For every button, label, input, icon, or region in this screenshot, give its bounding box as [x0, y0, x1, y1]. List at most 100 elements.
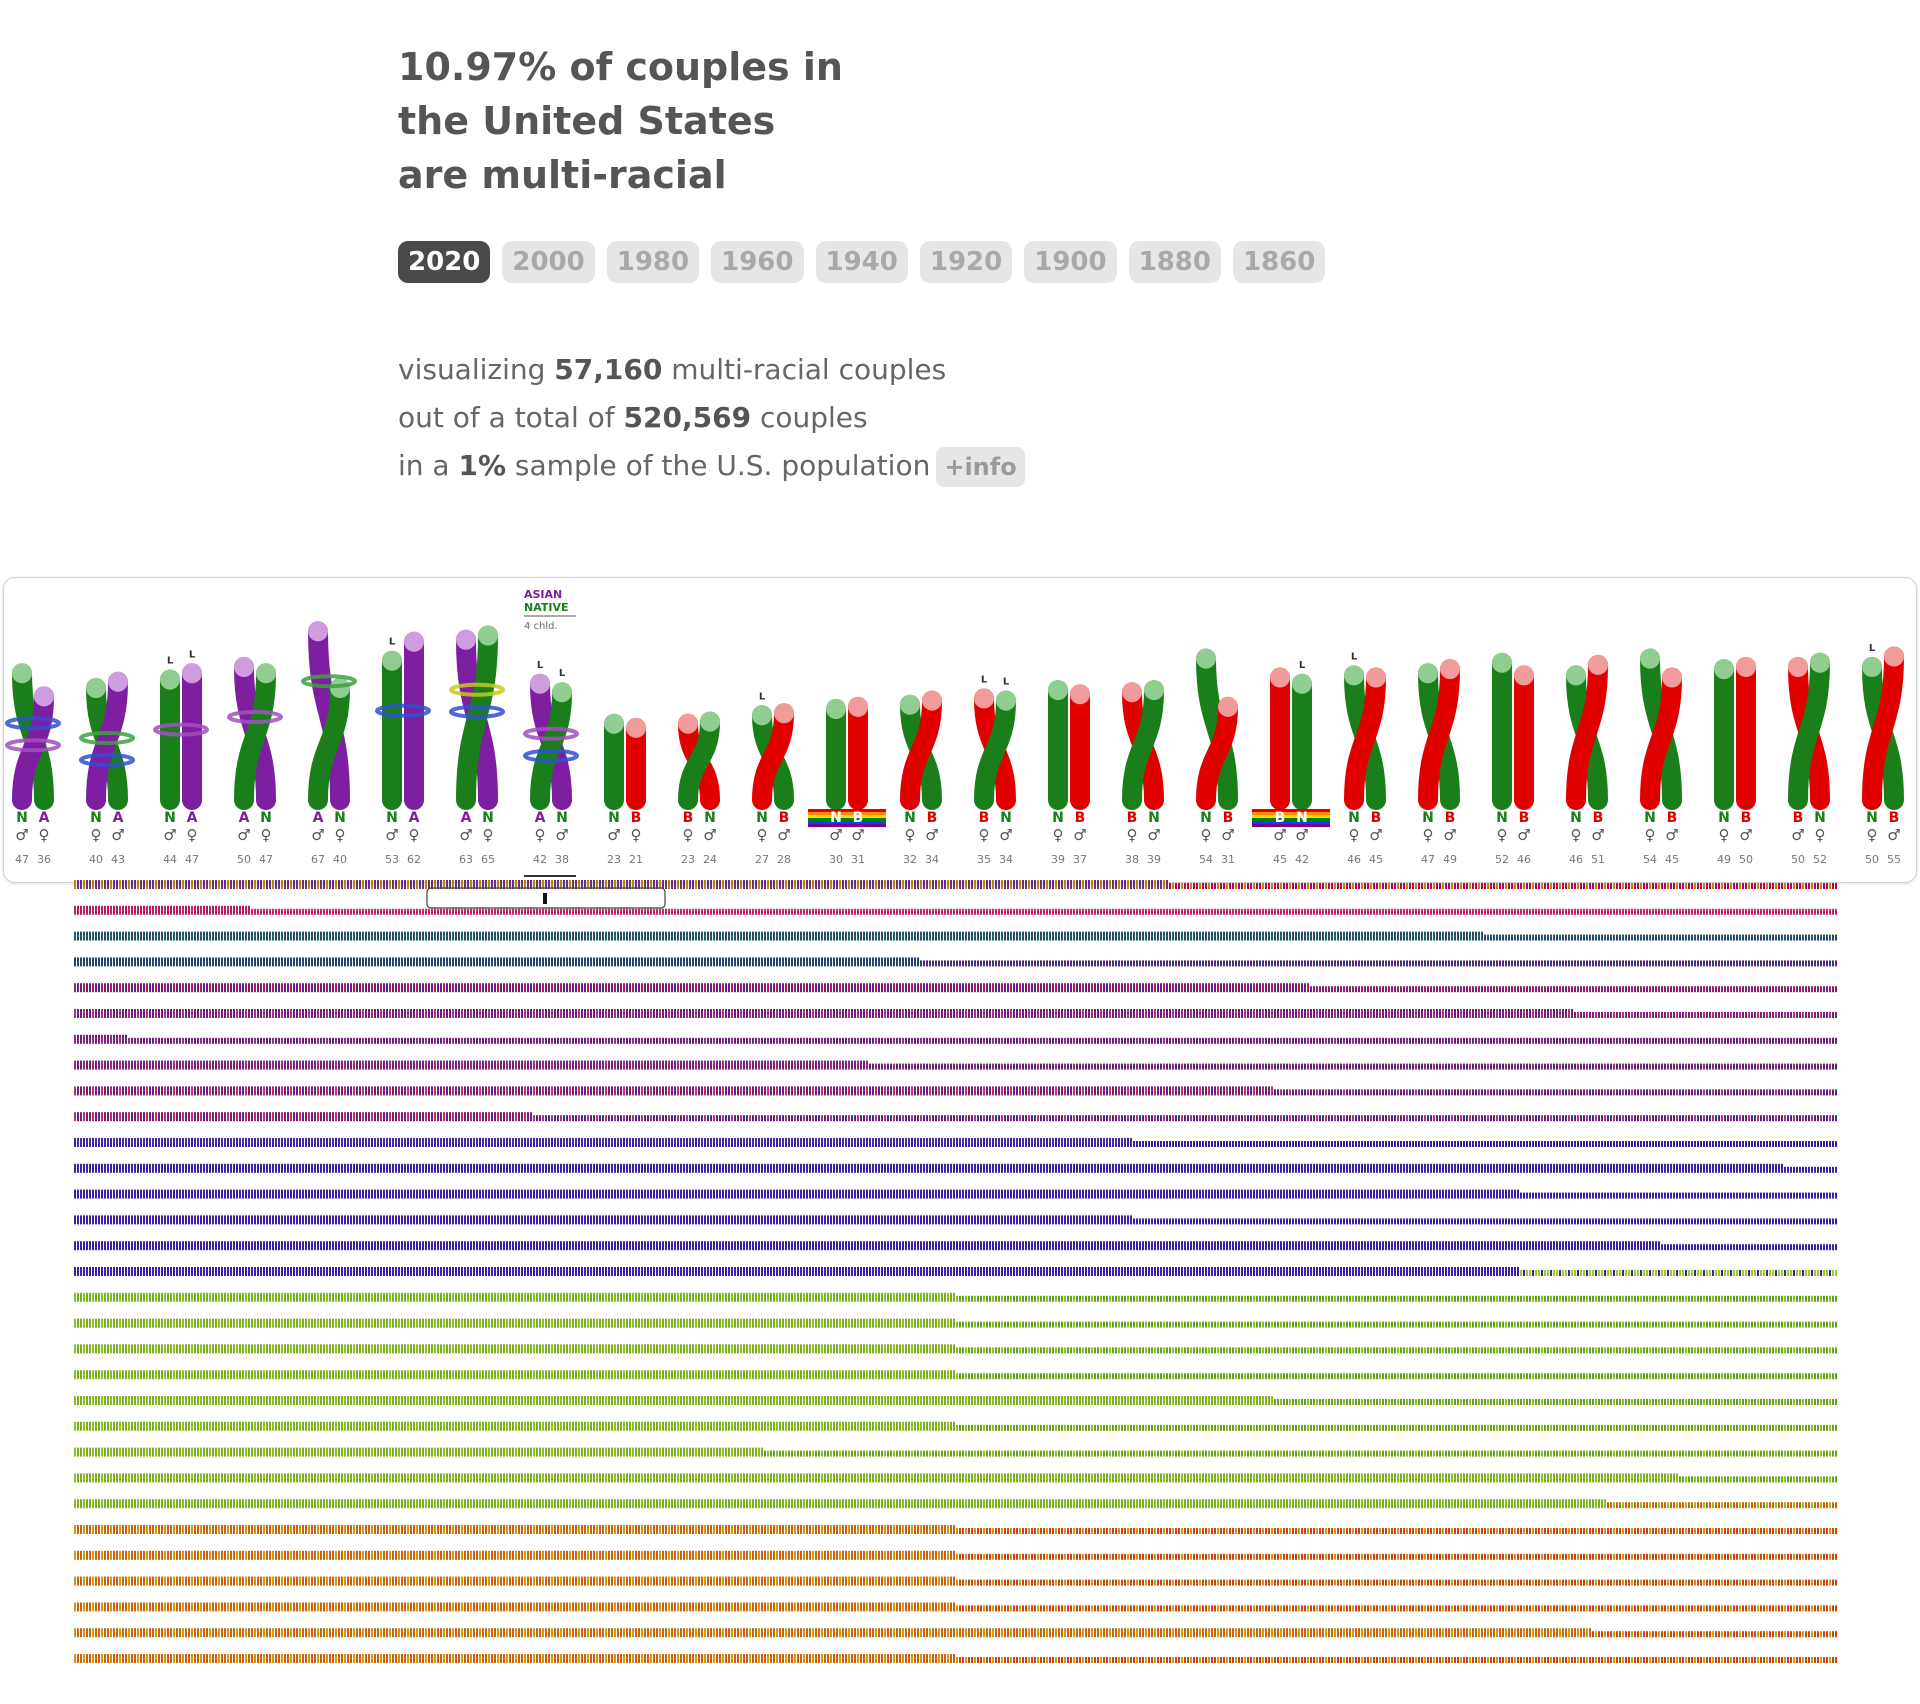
info-button[interactable]: +info [936, 447, 1025, 487]
partner-1-head [160, 669, 180, 690]
tooltip-race-2: NATIVE [524, 601, 569, 614]
partner-2-sex: ♂ [1887, 826, 1900, 844]
partner-2-bar [1418, 659, 1460, 810]
language-marker: L [1869, 643, 1876, 654]
couple-25[interactable]: L N B ♀ ♂ 50 55 [1862, 643, 1904, 866]
partner-1-head [1492, 652, 1512, 673]
partner-2-sex: ♂ [999, 826, 1012, 844]
couples-overview-grid[interactable] [0, 880, 1920, 1704]
couple-12[interactable]: N B ♀ ♂ 32 34 [900, 690, 942, 866]
language-marker: L [559, 668, 566, 679]
year-button-2020[interactable]: 2020 [398, 241, 491, 283]
partner-1-age: 46 [1347, 853, 1361, 866]
grid-row-2 [74, 931, 1837, 941]
partner-2-head [626, 717, 646, 738]
partner-1-sex: ♀ [757, 826, 768, 844]
grid-row-14 [74, 1241, 1837, 1251]
couple-17[interactable]: LB N♂ ♂45 42 [1252, 660, 1330, 866]
partner-1-race: B [1793, 810, 1804, 826]
partner-2-bar [1788, 652, 1830, 810]
children-ring [79, 731, 135, 745]
language-marker: L [981, 675, 988, 686]
year-button-1900[interactable]: 1900 [1024, 241, 1117, 283]
partner-1-head [974, 688, 994, 709]
couple-8[interactable]: N B ♂ ♀ 23 21 [603, 713, 647, 866]
couple-23[interactable]: N B ♀ ♂ 49 50 [1713, 657, 1757, 866]
grid-row-11 [74, 1163, 1837, 1173]
year-button-2000[interactable]: 2000 [502, 241, 595, 283]
partner-2-age: 38 [555, 853, 569, 866]
partner-2-race: N [482, 810, 494, 826]
partner-2-head [1662, 667, 1682, 688]
partner-1-race: N [90, 810, 102, 826]
couple-9[interactable]: B N ♀ ♂ 23 24 [678, 711, 720, 866]
couple-19[interactable]: N B ♀ ♂ 47 49 [1418, 659, 1460, 866]
couple-15[interactable]: B N ♀ ♂ 38 39 [1122, 680, 1164, 866]
partner-1-race: N [386, 810, 398, 826]
couple-18[interactable]: L N B ♀ ♂ 46 45 [1344, 651, 1386, 866]
partner-2-race: B [927, 810, 938, 826]
grid-row-12 [74, 1189, 1837, 1199]
viewport-indicator[interactable] [426, 887, 666, 909]
partner-2-race: B [1445, 810, 1456, 826]
year-button-1880[interactable]: 1880 [1128, 241, 1221, 283]
partner-2-head [1810, 652, 1830, 673]
partner-1-race: N [1348, 810, 1360, 826]
same-sex-flag-stripe [808, 818, 886, 821]
headline: 10.97% of couples in the United States a… [398, 40, 918, 202]
couple-11[interactable]: N B♂ ♂30 31 [808, 696, 886, 866]
couple-16[interactable]: N B ♀ ♂ 54 31 [1196, 648, 1238, 866]
year-button-1960[interactable]: 1960 [711, 241, 804, 283]
partner-2-age: 37 [1073, 853, 1087, 866]
couple-0[interactable]: N A ♂ ♀ 47 36 [5, 663, 61, 866]
partner-2-sex: ♂ [1369, 826, 1382, 844]
couple-4[interactable]: A N ♂ ♀ 67 40 [301, 621, 357, 866]
year-button-1920[interactable]: 1920 [919, 241, 1013, 283]
grid-row-18 [74, 1344, 1837, 1354]
couple-2[interactable]: L L N A ♂ ♀ 44 47 [153, 649, 209, 866]
couple-1[interactable]: N A ♀ ♂ 40 43 [79, 671, 135, 866]
partner-1-sex: ♀ [1867, 826, 1878, 844]
couple-13[interactable]: L L B N ♀ ♂ 35 34 [974, 675, 1016, 867]
partner-1-race: A [535, 810, 546, 826]
partner-1-race: N [16, 810, 28, 826]
partner-2-age: 47 [185, 853, 199, 866]
partner-2-race: B [1223, 810, 1234, 826]
couple-14[interactable]: N B ♀ ♂ 39 37 [1047, 680, 1090, 866]
grid-row-8 [74, 1086, 1837, 1096]
sample-percent: 1% [458, 449, 507, 482]
couple-21[interactable]: N B ♀ ♂ 46 51 [1566, 654, 1608, 866]
partner-1-race: N [1644, 810, 1656, 826]
year-button-1860[interactable]: 1860 [1233, 241, 1326, 283]
same-sex-flag-stripe [1252, 815, 1330, 818]
same-sex-flag-stripe [808, 815, 886, 818]
partner-2-head [1588, 654, 1608, 675]
tooltip-children: 4 chld. [524, 621, 558, 632]
couple-22[interactable]: N B ♀ ♂ 54 45 [1640, 648, 1682, 866]
same-sex-flag-stripe [808, 812, 886, 815]
couple-24[interactable]: B N ♂ ♀ 50 52 [1788, 652, 1830, 866]
partner-2-head [404, 631, 424, 652]
couple-5[interactable]: L N A ♂ ♀ 53 62 [375, 631, 431, 866]
couple-6[interactable]: A N ♂ ♀ 63 65 [449, 625, 505, 867]
partner-1-age: 40 [89, 853, 103, 866]
partner-1-sex: ♀ [1423, 826, 1434, 844]
year-button-1940[interactable]: 1940 [815, 241, 908, 283]
summary-text: multi-racial couples [662, 353, 947, 386]
couple-3[interactable]: A N ♂ ♀ 50 47 [227, 657, 283, 866]
partner-2-sex: ♀ [631, 826, 642, 844]
partner-1-age: 67 [311, 853, 325, 866]
same-sex-flag-stripe [1252, 818, 1330, 821]
partner-2-head [1366, 667, 1386, 688]
couple-10[interactable]: L N B ♀ ♂ 27 28 [752, 691, 794, 866]
partner-1-age: 53 [385, 853, 399, 866]
partner-2-bar [900, 690, 942, 810]
couple-20[interactable]: N B ♀ ♂ 52 46 [1491, 652, 1535, 866]
year-button-1980[interactable]: 1980 [606, 241, 700, 283]
partner-1-race: N [756, 810, 768, 826]
partner-1-age: 50 [1865, 853, 1879, 866]
partner-1-race: N [1718, 810, 1730, 826]
partner-1-age: 54 [1199, 853, 1213, 866]
partner-2-race: B [1593, 810, 1604, 826]
